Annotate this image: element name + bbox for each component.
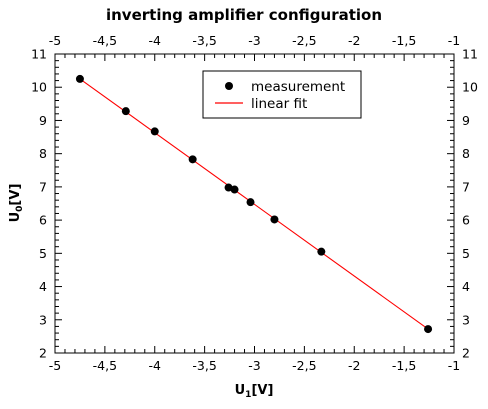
y-tick-label-right: 5 — [462, 246, 470, 261]
measurement-point — [122, 107, 130, 115]
legend-marker-measurement — [225, 82, 233, 90]
y-tick-label-left: 6 — [39, 213, 47, 228]
y-axis-label: U0[V] — [8, 184, 25, 223]
x-tick-label-bottom: -1,5 — [392, 358, 416, 373]
y-tick-label-right: 8 — [462, 146, 470, 161]
y-axis-label-main: U — [8, 212, 23, 223]
legend-label-linear-fit: linear fit — [251, 96, 307, 112]
measurement-point — [189, 155, 197, 163]
measurement-point — [317, 248, 325, 256]
x-tick-label-top: -5 — [49, 33, 61, 48]
x-tick-label-bottom: -4 — [149, 358, 162, 373]
y-tick-label-left: 10 — [31, 80, 47, 95]
y-tick-label-left: 3 — [39, 312, 47, 327]
y-tick-label-right: 2 — [462, 346, 470, 361]
x-tick-label-bottom: -3 — [248, 358, 260, 373]
x-tick-label-top: -1 — [448, 33, 460, 48]
y-tick-label-left: 4 — [39, 279, 47, 294]
measurement-point — [231, 186, 239, 194]
y-tick-label-right: 6 — [462, 213, 470, 228]
y-tick-label-left: 11 — [31, 47, 47, 62]
y-tick-label-right: 4 — [462, 279, 470, 294]
x-tick-label-bottom: -5 — [49, 358, 61, 373]
legend-label-measurement: measurement — [251, 79, 345, 95]
x-tick-label-top: -3 — [248, 33, 260, 48]
x-tick-label-top: -3,5 — [192, 33, 216, 48]
legend: measurement linear fit — [203, 71, 361, 118]
y-tick-label-left: 9 — [39, 113, 47, 128]
measurement-point — [76, 75, 84, 83]
y-tick-label-left: 2 — [39, 346, 47, 361]
y-axis-label-unit: [V] — [8, 184, 23, 206]
y-tick-label-right: 3 — [462, 312, 470, 327]
y-tick-label-right: 11 — [462, 47, 478, 62]
x-tick-label-bottom: -2,5 — [292, 358, 316, 373]
x-axis-label: U1[V] — [235, 383, 274, 400]
x-tick-label-top: -2 — [348, 33, 360, 48]
x-tick-label-bottom: -4,5 — [93, 358, 117, 373]
x-tick-label-top: -4 — [149, 33, 162, 48]
x-tick-label-bottom: -1 — [448, 358, 460, 373]
chart-title: inverting amplifier configuration — [106, 6, 382, 24]
x-tick-label-top: -2,5 — [292, 33, 316, 48]
y-tick-label-right: 9 — [462, 113, 470, 128]
x-axis-label-unit: [V] — [251, 383, 273, 398]
y-tick-label-right: 10 — [462, 80, 478, 95]
measurement-point — [424, 325, 432, 333]
measurement-point — [247, 198, 255, 206]
x-axis-label-main: U — [235, 383, 246, 398]
x-tick-label-top: -4,5 — [93, 33, 117, 48]
x-tick-label-bottom: -3,5 — [192, 358, 216, 373]
x-tick-label-top: -1,5 — [392, 33, 416, 48]
x-tick-label-bottom: -2 — [348, 358, 360, 373]
y-tick-label-right: 7 — [462, 179, 470, 194]
measurement-point — [270, 215, 278, 223]
y-tick-label-left: 8 — [39, 146, 47, 161]
measurement-point — [151, 127, 159, 135]
y-tick-label-left: 7 — [39, 179, 47, 194]
y-tick-label-left: 5 — [39, 246, 47, 261]
